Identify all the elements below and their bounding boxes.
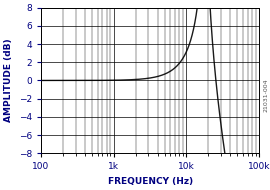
- Y-axis label: AMPLITUDE (dB): AMPLITUDE (dB): [4, 39, 13, 122]
- Text: 21031-004: 21031-004: [264, 78, 268, 112]
- X-axis label: FREQUENCY (Hz): FREQUENCY (Hz): [107, 177, 193, 186]
